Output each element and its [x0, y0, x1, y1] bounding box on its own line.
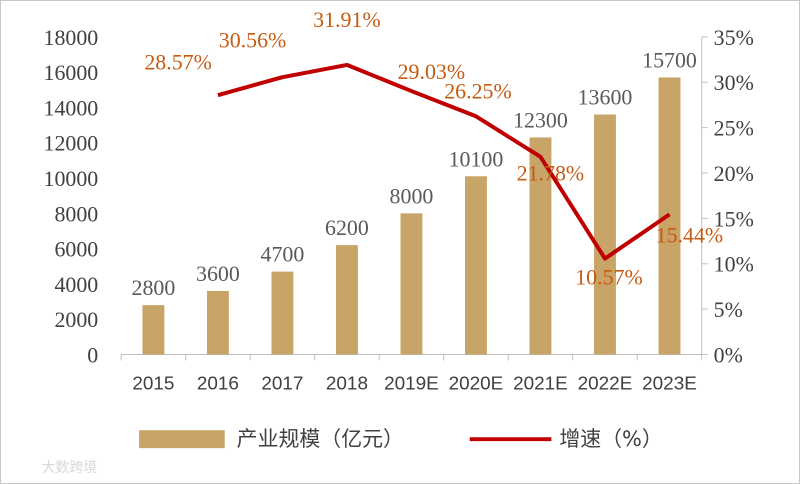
y-right-tick-label: 30%: [714, 70, 754, 95]
y-left-tick-label: 0: [87, 342, 98, 367]
legend-bar-label: 产业规模（亿元）: [237, 427, 404, 451]
y-left-tick-label: 12000: [44, 131, 99, 156]
bar: [206, 290, 229, 355]
axes: 0% 5% 10% 15% 20% 25% 30% 35% 0 2000 4000 6000 8000 1…: [44, 25, 754, 395]
bar-series: [142, 77, 681, 355]
bar: [271, 271, 294, 355]
bar: [142, 305, 165, 355]
bar: [400, 213, 423, 355]
line-labels: 28.57% 30.56% 31.91% 29.03%26.25% 21.78% 10.5…: [144, 7, 723, 289]
y-left-tick-label: 8000: [54, 201, 98, 226]
growth-line: [217, 62, 671, 261]
y-left-tick-label: 6000: [54, 237, 98, 262]
y-left-tick-label: 18000: [44, 25, 99, 50]
x-tick-label: 2015: [132, 373, 174, 394]
y-right-tick-label: 10%: [714, 252, 754, 277]
legend-bar-swatch: [139, 430, 225, 449]
line-value-label: 26.25%: [444, 78, 511, 103]
y-right-tick-label: 15%: [714, 206, 754, 231]
x-tick-label: 2016: [197, 373, 239, 394]
line-value-label: 28.57%: [144, 49, 212, 74]
y-left-tick-label: 10000: [44, 166, 99, 191]
bar-value-label: 13600: [578, 85, 633, 110]
watermark-text: 大数跨境: [41, 460, 97, 476]
bar: [335, 245, 358, 355]
y-right-tick-label: 25%: [714, 116, 754, 141]
y-left-tick-label: 2000: [54, 307, 98, 332]
y-left-tick-label: 16000: [44, 60, 99, 85]
bar-value-label: 8000: [390, 183, 434, 208]
y-right-tick-label: 35%: [714, 25, 754, 50]
line-series: [217, 62, 671, 261]
x-tick-label: 2018: [326, 373, 368, 394]
bar-value-label: 3600: [196, 261, 240, 286]
bar-value-label: 2800: [132, 275, 176, 300]
bar: [529, 137, 552, 355]
bar-labels: 2800 3600 4700 6200 8000 10100 12300 13600 15700: [132, 47, 697, 300]
bar-value-label: 15700: [642, 47, 697, 72]
bar-value-label: 4700: [261, 242, 305, 267]
line-value-label: 31.91%: [313, 7, 381, 32]
bar-value-label: 12300: [513, 107, 568, 132]
x-tick-label: 2019E: [384, 373, 439, 394]
y-right-tick-label: 0%: [714, 342, 743, 367]
x-tick-label: 2017: [261, 373, 303, 394]
line-value-label: 21.78%: [517, 161, 585, 186]
y-right-tick-label: 5%: [714, 297, 743, 322]
x-tick-label: 2023E: [642, 373, 697, 394]
line-value-label: 29.03%: [398, 59, 466, 84]
watermark: 大数跨境: [41, 460, 97, 476]
x-tick-label: 2021E: [513, 373, 568, 394]
line-value-label: 10.57%: [575, 264, 643, 289]
x-tick-label: 2022E: [578, 373, 633, 394]
y-right-tick-label: 20%: [714, 161, 754, 186]
y-left-tick-label: 14000: [44, 95, 99, 120]
bar: [594, 114, 616, 355]
bar: [465, 176, 487, 355]
legend-line-label: 增速（%）: [559, 427, 662, 451]
legend: 产业规模（亿元） 增速（%）: [139, 427, 663, 451]
bar-value-label: 10100: [449, 146, 504, 171]
y-left-tick-label: 4000: [54, 272, 98, 297]
line-value-label: 15.44%: [656, 222, 724, 247]
bar-value-label: 6200: [325, 215, 369, 240]
line-value-label: 30.56%: [219, 27, 287, 52]
x-tick-label: 2020E: [449, 373, 504, 394]
